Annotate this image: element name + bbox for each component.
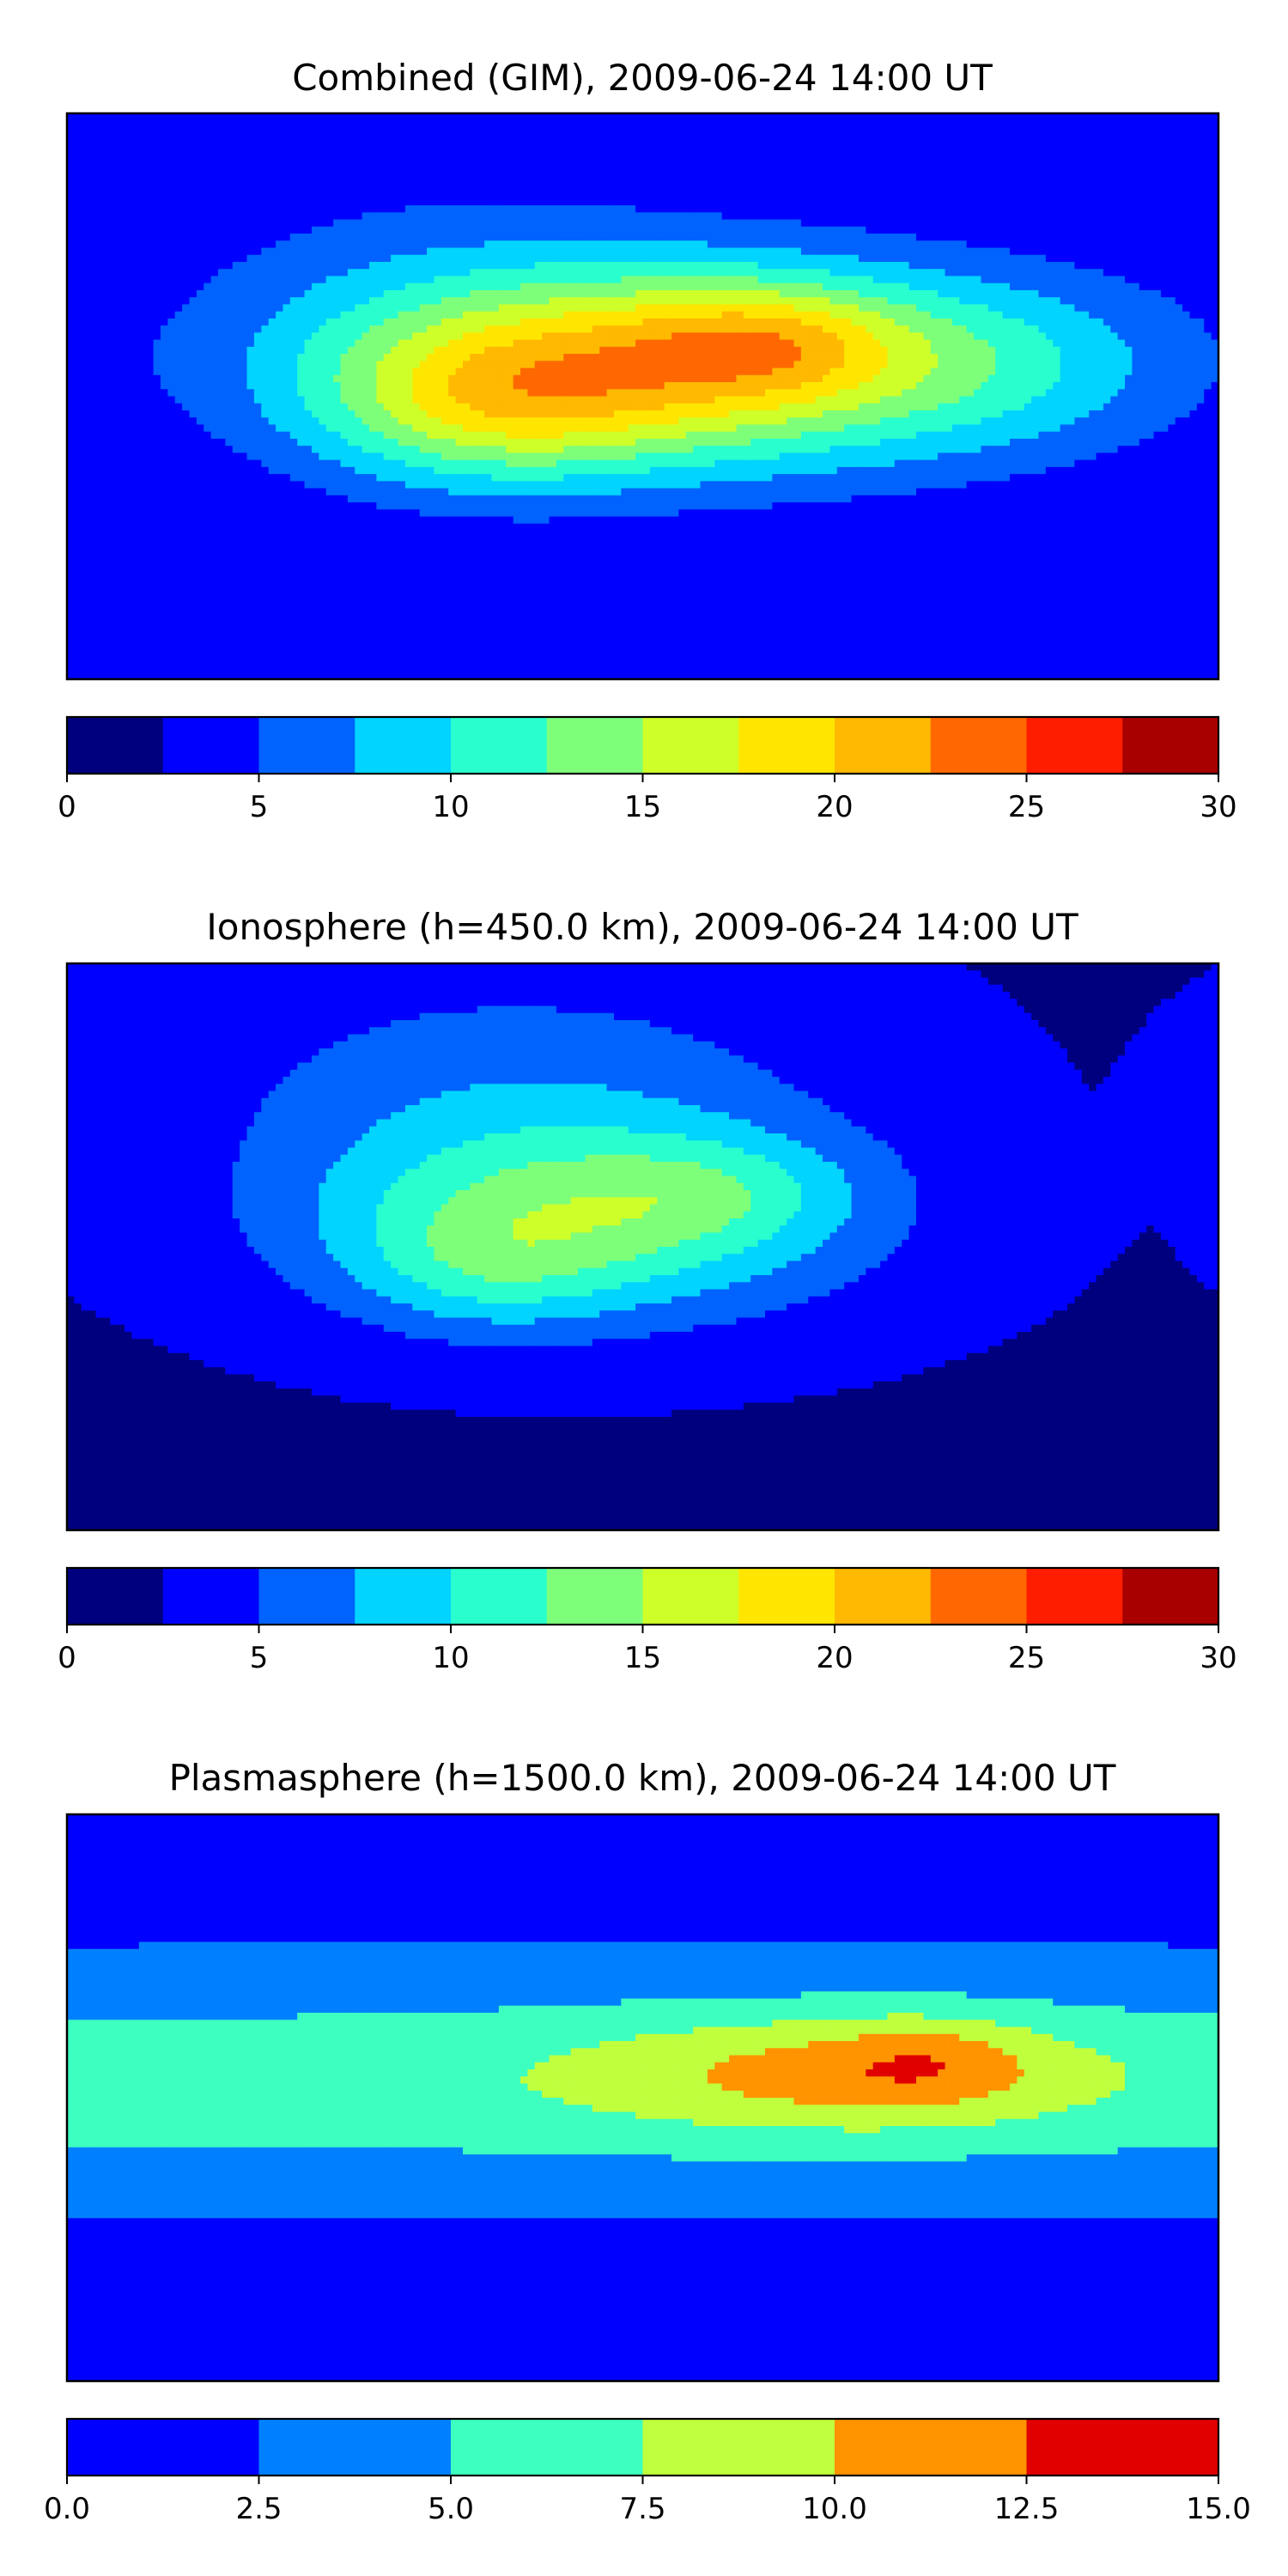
map-frame	[65, 1813, 1220, 2383]
map-combined	[65, 112, 1220, 681]
colorbar-segment	[1122, 717, 1219, 774]
map-frame	[65, 112, 1220, 681]
colorbar-tick-label: 0.0	[44, 2492, 90, 2526]
colorbar-combined: 0 5 10 15 20 25 30	[58, 715, 1237, 824]
colorbar-tick-label: 5	[250, 1641, 269, 1675]
colorbar-plasmasphere: 0.0 2.5 5.0 7.5 10.0 12.5 15.0	[44, 2417, 1251, 2526]
colorbar-segment	[738, 1568, 835, 1625]
colorbar-segment	[835, 717, 932, 774]
colorbar-segment	[835, 1568, 932, 1625]
contour-field	[67, 1814, 1218, 2381]
contour-field	[67, 113, 1218, 679]
colorbar-segment	[258, 1568, 355, 1625]
colorbar-segment	[451, 717, 548, 774]
colorbar-tick-label: 15.0	[1186, 2492, 1251, 2526]
colorbar-ionosphere: 0 5 10 15 20 25 30	[58, 1566, 1237, 1675]
colorbar-segment	[738, 717, 835, 774]
colorbar-segment	[930, 717, 1027, 774]
colorbar-tick-label: 25	[1008, 790, 1045, 824]
colorbar-segment	[642, 717, 739, 774]
colorbar-segment	[258, 2419, 452, 2476]
colorbar-segment	[451, 1568, 548, 1625]
colorbar-segment	[67, 717, 164, 774]
colorbar-segment	[67, 1568, 164, 1625]
map-ionosphere	[65, 962, 1220, 1532]
colorbar-segment	[930, 1568, 1027, 1625]
colorbar-segment	[642, 2419, 835, 2476]
colorbar-tick-label: 30	[1200, 1641, 1236, 1675]
colorbar-segment	[355, 717, 452, 774]
colorbar-segment	[1026, 1568, 1123, 1625]
colorbar-tick-label: 0	[58, 790, 76, 824]
colorbar-segment	[835, 2419, 1027, 2476]
colorbar-tick-label: 30	[1200, 790, 1236, 824]
map-plasmasphere	[65, 1813, 1220, 2383]
colorbar-segment	[1026, 2419, 1219, 2476]
map-frame	[65, 962, 1220, 1532]
colorbar-segment	[258, 717, 355, 774]
map-title-ionosphere: Ionosphere (h=450.0 km), 2009-06-24 14:0…	[206, 906, 1078, 948]
colorbar-segment	[162, 717, 259, 774]
colorbar-segment	[546, 717, 643, 774]
colorbar-segment	[67, 2419, 259, 2476]
colorbar-tick-label: 25	[1008, 1641, 1045, 1675]
colorbar-tick-label: 20	[816, 790, 853, 824]
map-title-plasmasphere: Plasmasphere (h=1500.0 km), 2009-06-24 1…	[169, 1757, 1116, 1799]
colorbar-tick-label: 5.0	[428, 2492, 474, 2526]
colorbar-tick-label: 10	[432, 790, 469, 824]
colorbar-segment	[355, 1568, 452, 1625]
map-title-combined: Combined (GIM), 2009-06-24 14:00 UT	[292, 57, 993, 99]
colorbar-tick-label: 15	[624, 790, 661, 824]
colorbar-tick-label: 12.5	[994, 2492, 1060, 2526]
colorbar-tick-label: 10.0	[802, 2492, 867, 2526]
colorbar-tick-label: 15	[624, 1641, 661, 1675]
colorbar-segment	[1122, 1568, 1219, 1625]
colorbar-tick-label: 20	[816, 1641, 853, 1675]
colorbar-tick-label: 0	[58, 1641, 76, 1675]
colorbar-tick-label: 5	[250, 790, 269, 824]
contour-field	[67, 963, 1218, 1530]
colorbar-tick-label: 2.5	[235, 2492, 282, 2526]
colorbar-tick-label: 10	[432, 1641, 469, 1675]
colorbar-segment	[162, 1568, 259, 1625]
colorbar-segment	[546, 1568, 643, 1625]
colorbar-segment	[642, 1568, 739, 1625]
colorbar-segment	[1026, 717, 1123, 774]
colorbar-tick-label: 7.5	[619, 2492, 665, 2526]
colorbar-segment	[451, 2419, 643, 2476]
